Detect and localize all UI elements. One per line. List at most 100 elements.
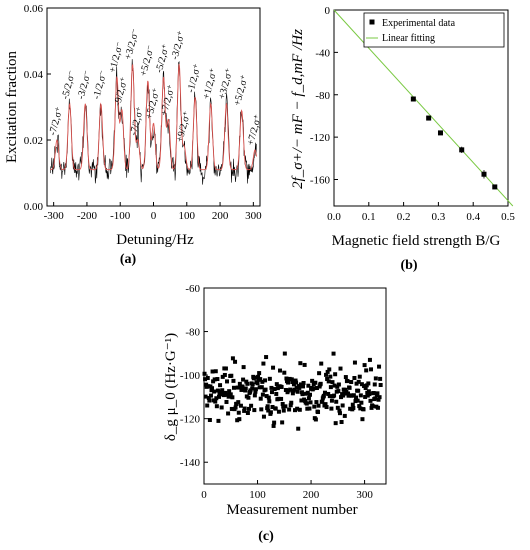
panel-a-x-tick-label: -200 (77, 210, 98, 222)
data-point (279, 384, 284, 389)
data-point (214, 404, 219, 409)
data-point (273, 406, 278, 411)
data-point (340, 403, 345, 408)
data-point (266, 395, 271, 400)
data-point (316, 410, 321, 415)
data-point (357, 374, 362, 379)
data-point (202, 371, 207, 376)
data-point (236, 410, 241, 415)
panel-a-y-tick-label: 0.04 (24, 69, 44, 81)
data-point (245, 410, 250, 415)
data-point (230, 395, 235, 400)
panel-b-x-tick-label: 0.5 (501, 211, 515, 223)
data-point (377, 395, 382, 400)
data-point (337, 411, 342, 416)
data-point (376, 397, 381, 402)
data-point (231, 378, 236, 383)
data-point (218, 383, 223, 388)
data-point (295, 406, 300, 411)
data-point (283, 387, 288, 392)
panel-b-y-tick-label: -40 (315, 47, 330, 59)
panel-a-label: (a) (120, 252, 137, 267)
data-point (213, 399, 218, 404)
data-point (282, 370, 287, 375)
data-point (283, 404, 288, 409)
data-point (325, 377, 330, 382)
data-point (236, 400, 241, 405)
data-point (264, 355, 269, 360)
data-point (215, 377, 220, 382)
peak-label: +5/2,σ⁻ (138, 44, 157, 77)
data-point (336, 389, 341, 394)
data-point (373, 396, 378, 401)
data-point (338, 366, 343, 371)
data-point (253, 389, 258, 394)
data-point (316, 403, 321, 408)
data-point (206, 396, 211, 401)
data-point (307, 406, 312, 411)
panel-b-x-tick-label: 0.0 (327, 211, 341, 223)
data-point (312, 404, 317, 409)
data-point (220, 388, 225, 393)
data-point (354, 395, 359, 400)
data-point (319, 361, 324, 366)
legend-marker-experimental (369, 19, 375, 25)
data-point (246, 406, 251, 411)
data-point (281, 404, 286, 409)
data-point (235, 385, 240, 390)
data-point (227, 389, 232, 394)
data-point (331, 351, 336, 356)
panel-b-x-tick-label: 0.4 (466, 211, 480, 223)
data-point (274, 382, 279, 387)
data-point (305, 406, 310, 411)
data-point (317, 371, 322, 376)
data-point (353, 399, 358, 404)
data-point (359, 400, 364, 405)
data-point (281, 408, 286, 413)
data-point (481, 171, 487, 177)
data-point (272, 420, 277, 425)
data-point (318, 381, 323, 386)
data-point (314, 386, 319, 391)
data-point (261, 361, 266, 366)
data-point (330, 380, 335, 385)
data-point (241, 377, 246, 382)
data-point (437, 130, 443, 136)
data-point (260, 392, 265, 397)
data-point (304, 401, 309, 406)
data-point (322, 390, 327, 395)
data-point (335, 405, 340, 410)
data-point (259, 385, 264, 390)
data-point (329, 406, 334, 411)
data-point (296, 426, 301, 431)
data-point (297, 407, 302, 412)
data-point (221, 393, 226, 398)
data-point (375, 405, 380, 410)
data-point (293, 408, 297, 413)
data-point (298, 382, 303, 387)
panel-c-y-tick-label: -80 (185, 327, 200, 339)
data-point (267, 399, 272, 404)
panel-b-x-tick-label: 0.3 (432, 211, 446, 223)
data-point (410, 96, 416, 102)
panel-a: -300 -200 -100 0 100 200 300 0.00 0.02 0.04 0.06 -… (4, 3, 264, 267)
peak-label: +3/2,σ⁻ (123, 28, 142, 61)
data-point (233, 405, 238, 410)
data-point (212, 389, 217, 394)
data-point (354, 381, 359, 386)
data-point (321, 393, 326, 398)
data-point (327, 367, 332, 372)
data-point (323, 402, 328, 407)
data-point (345, 391, 350, 396)
data-point (356, 388, 361, 393)
panel-a-x-tick-label: -100 (110, 210, 131, 222)
data-point (291, 382, 296, 387)
panel-b-x-axis-label: Magnetic field strength B/G (332, 233, 501, 249)
data-point (300, 392, 305, 397)
data-point (250, 382, 255, 387)
data-point (276, 409, 281, 414)
data-point (208, 393, 213, 398)
data-point (271, 423, 276, 428)
data-point (241, 365, 246, 370)
data-point (324, 405, 329, 410)
